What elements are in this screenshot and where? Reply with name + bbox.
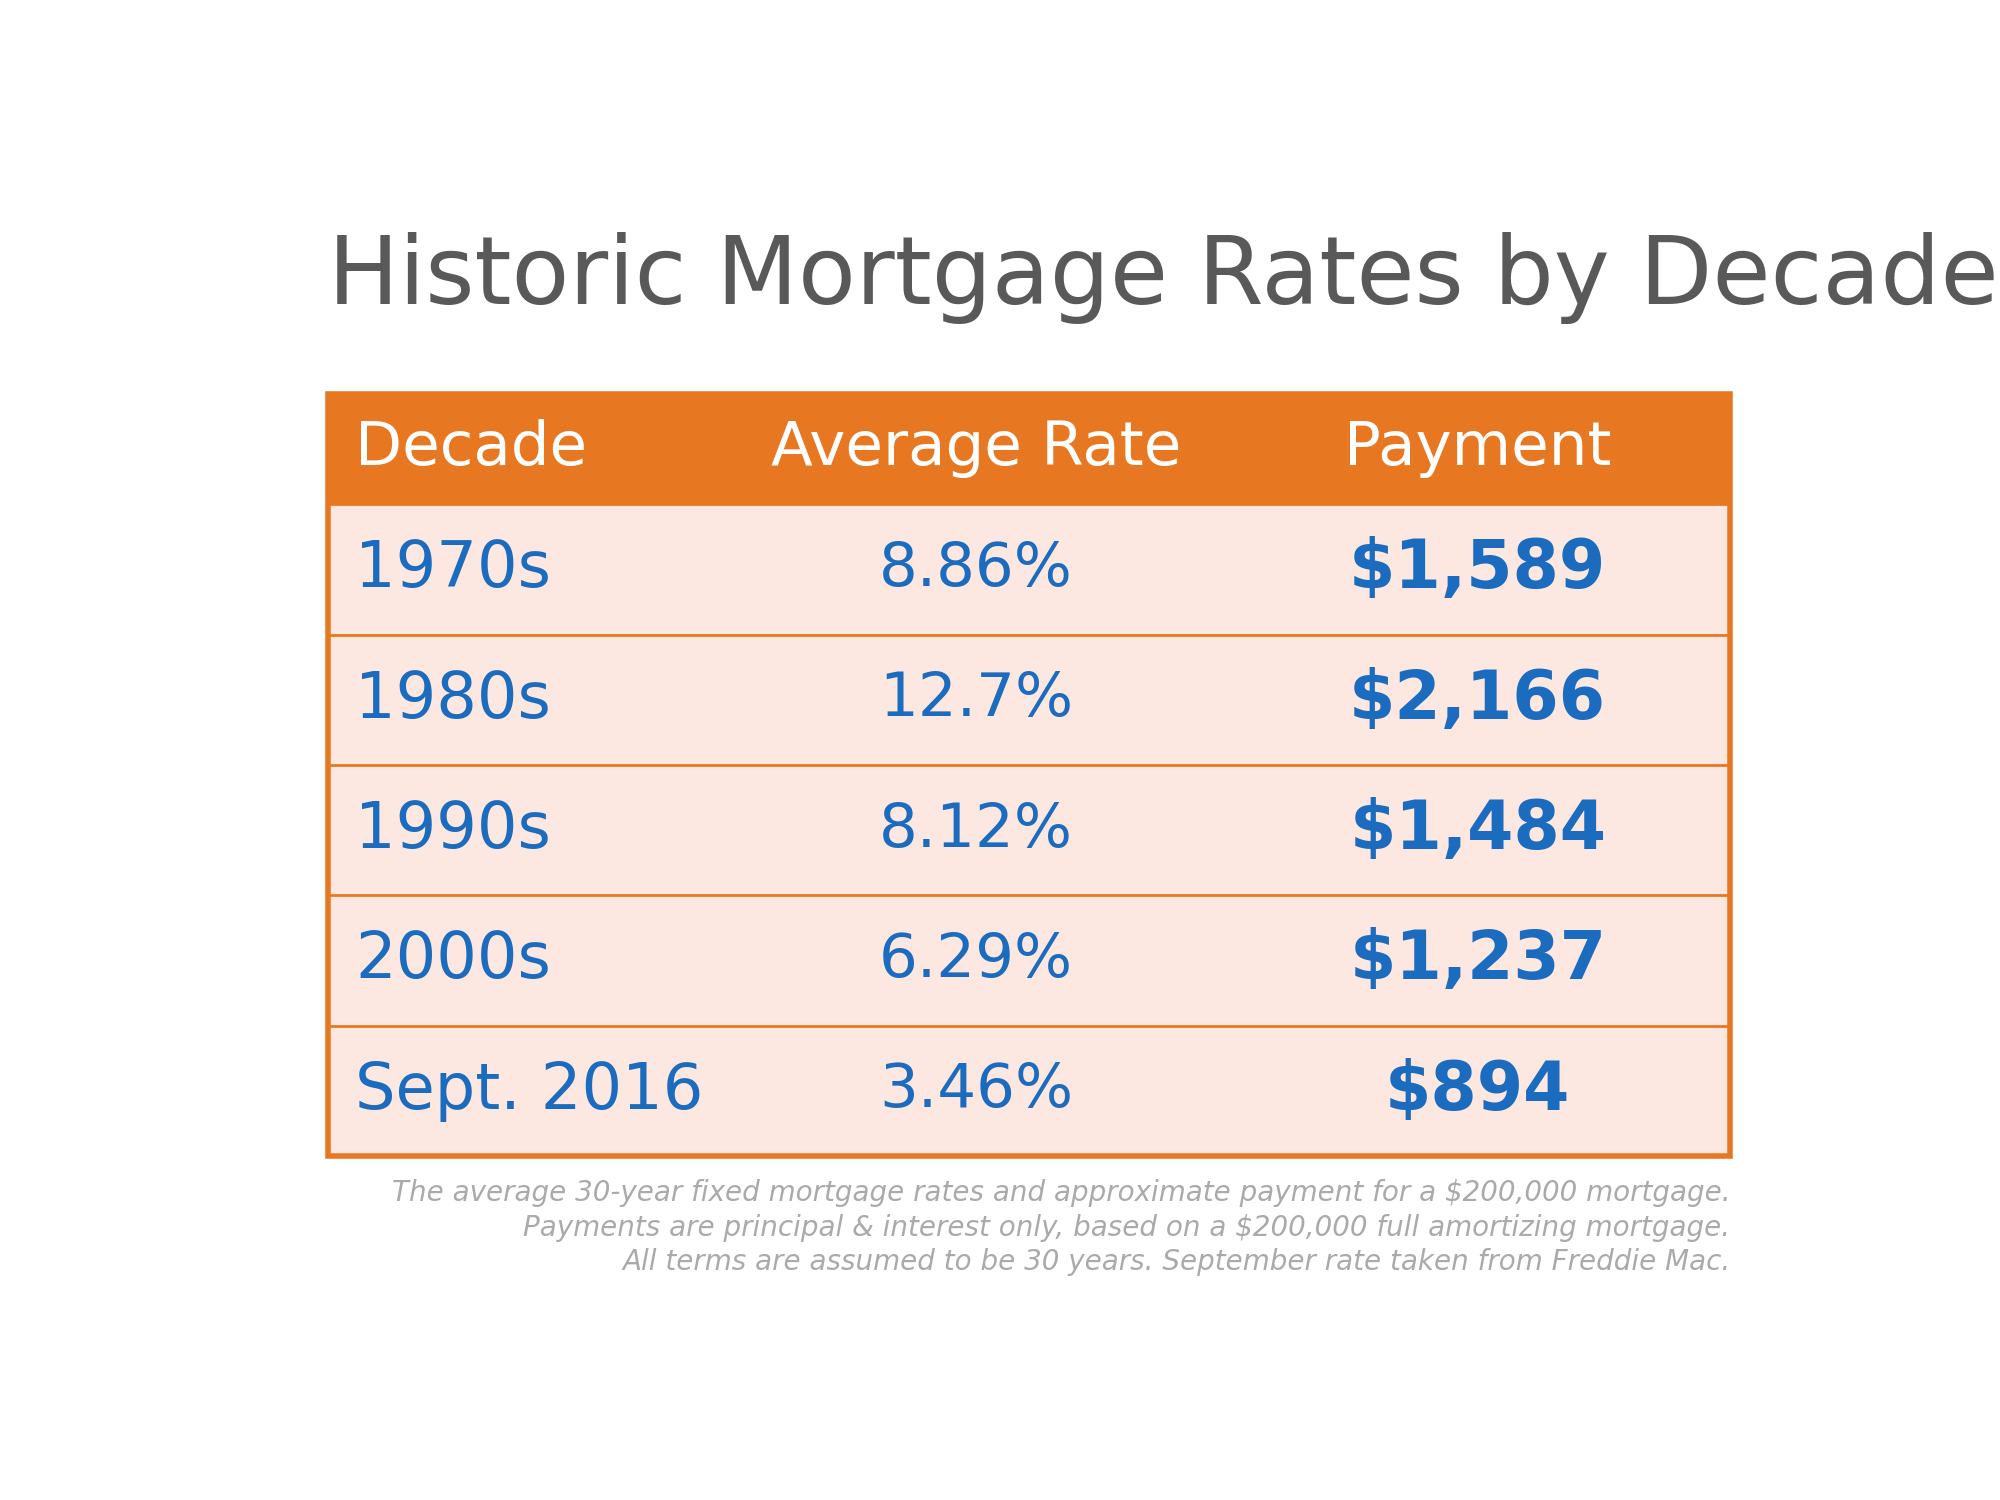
Text: 3.46%: 3.46% xyxy=(880,1062,1074,1120)
Text: The average 30-year fixed mortgage rates and approximate payment for a $200,000 : The average 30-year fixed mortgage rates… xyxy=(392,1179,1730,1208)
FancyBboxPatch shape xyxy=(328,765,1730,896)
Text: $2,166: $2,166 xyxy=(1350,666,1606,732)
Text: 8.86%: 8.86% xyxy=(880,540,1074,598)
Text: 6.29%: 6.29% xyxy=(880,932,1074,990)
Text: Sept. 2016: Sept. 2016 xyxy=(356,1060,704,1122)
Text: $1,484: $1,484 xyxy=(1350,796,1606,862)
FancyBboxPatch shape xyxy=(328,634,1730,765)
Text: 1980s: 1980s xyxy=(356,669,552,730)
Text: 1990s: 1990s xyxy=(356,800,552,861)
Text: Payments are principal & interest only, based on a $200,000 full amortizing mort: Payments are principal & interest only, … xyxy=(524,1214,1730,1242)
Text: 1970s: 1970s xyxy=(356,538,552,600)
FancyBboxPatch shape xyxy=(328,393,1730,504)
Text: 2000s: 2000s xyxy=(356,930,552,992)
Text: $1,589: $1,589 xyxy=(1350,537,1606,603)
Text: Historic Mortgage Rates by Decade: Historic Mortgage Rates by Decade xyxy=(328,232,1998,324)
Text: Average Rate: Average Rate xyxy=(772,420,1182,478)
Text: 8.12%: 8.12% xyxy=(880,801,1074,859)
Text: $1,237: $1,237 xyxy=(1350,927,1606,993)
Text: 12.7%: 12.7% xyxy=(880,670,1074,729)
Text: Decade: Decade xyxy=(356,420,588,478)
FancyBboxPatch shape xyxy=(328,504,1730,634)
Text: Payment: Payment xyxy=(1344,420,1612,478)
FancyBboxPatch shape xyxy=(328,1026,1730,1156)
Text: $894: $894 xyxy=(1386,1058,1570,1124)
Text: All terms are assumed to be 30 years. September rate taken from Freddie Mac.: All terms are assumed to be 30 years. Se… xyxy=(622,1248,1730,1276)
FancyBboxPatch shape xyxy=(328,896,1730,1026)
